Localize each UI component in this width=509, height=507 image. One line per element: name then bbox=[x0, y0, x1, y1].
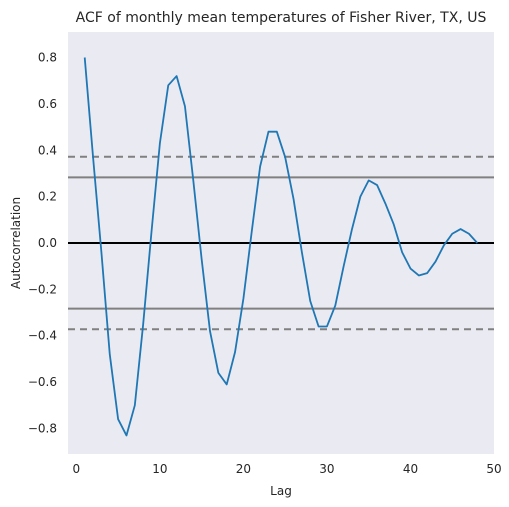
y-tick-label: −0.2 bbox=[28, 282, 57, 296]
x-axis-label: Lag bbox=[270, 484, 292, 498]
y-tick-label: 0.4 bbox=[38, 143, 57, 157]
y-tick-label: −0.6 bbox=[28, 375, 57, 389]
reference-lines bbox=[68, 155, 494, 331]
x-tick-label: 50 bbox=[486, 462, 501, 476]
y-axis-label: Autocorrelation bbox=[9, 197, 23, 289]
x-tick-label: 20 bbox=[236, 462, 251, 476]
series-layer bbox=[83, 57, 478, 437]
y-tick-label: −0.4 bbox=[28, 329, 57, 343]
y-tick-label: 0.8 bbox=[38, 51, 57, 65]
x-tick-label: 0 bbox=[73, 462, 81, 476]
y-tick-label: −0.8 bbox=[28, 421, 57, 435]
y-tick-label: 0.6 bbox=[38, 97, 57, 111]
x-tick-label: 40 bbox=[403, 462, 418, 476]
y-tick-label: 0.0 bbox=[38, 236, 57, 250]
x-tick-label: 30 bbox=[319, 462, 334, 476]
x-tick-labels: 0 10 20 30 40 50 bbox=[73, 462, 502, 476]
acf-series-line bbox=[83, 57, 478, 437]
chart-title: ACF of monthly mean temperatures of Fish… bbox=[76, 10, 487, 26]
y-tick-labels: 0.8 0.6 0.4 0.2 0.0 −0.2 −0.4 −0.6 −0.8 bbox=[28, 51, 57, 436]
y-tick-label: 0.2 bbox=[38, 190, 57, 204]
x-tick-label: 10 bbox=[152, 462, 167, 476]
